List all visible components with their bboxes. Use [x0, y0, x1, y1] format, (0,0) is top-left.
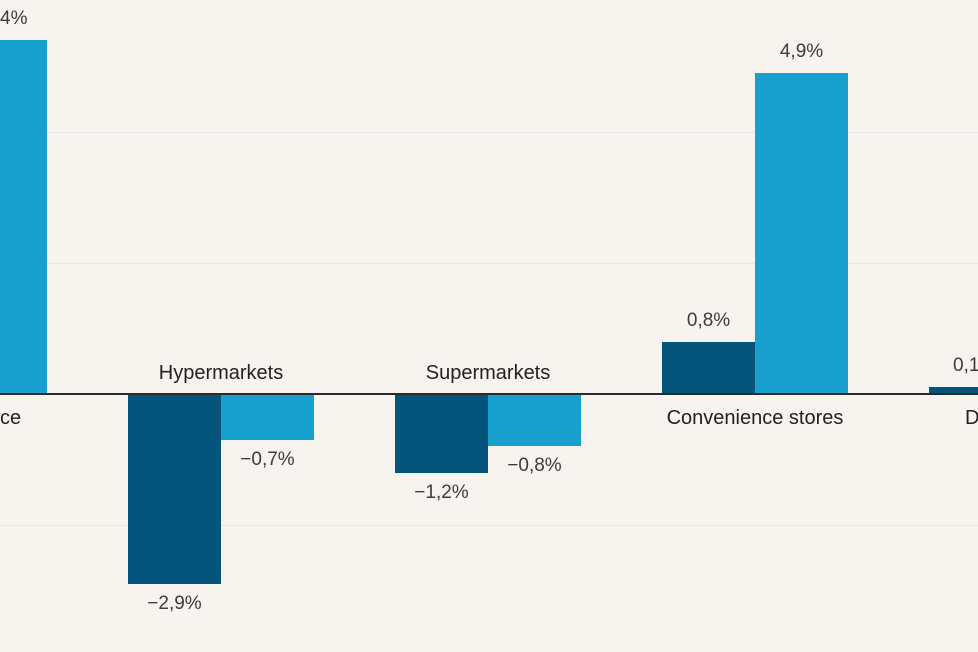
value-label: 0,1: [953, 355, 978, 376]
bar-light: [0, 40, 47, 394]
gridline: [0, 525, 978, 526]
value-label: −0,8%: [507, 455, 562, 476]
value-label: 4%: [0, 8, 28, 29]
category-label: Hypermarkets: [158, 362, 284, 384]
bar-dark: [395, 394, 488, 473]
bar-dark: [929, 387, 978, 394]
value-label: 4,9%: [779, 41, 824, 62]
bar-dark: [662, 342, 755, 394]
value-label: −2,9%: [147, 593, 202, 614]
bar-light: [755, 73, 848, 394]
gridline: [0, 132, 978, 133]
zero-axis-line: [0, 393, 978, 395]
value-label: 0,8%: [686, 310, 731, 331]
bar-light: [488, 394, 581, 446]
category-label: Convenience stores: [666, 407, 844, 429]
bar-dark: [128, 394, 221, 584]
bar-light: [221, 394, 314, 440]
category-label: ce: [0, 407, 22, 429]
gridline: [0, 263, 978, 264]
value-label: −1,2%: [414, 482, 469, 503]
category-label: Supermarkets: [425, 362, 551, 384]
value-label: −0,7%: [240, 449, 295, 470]
category-label: D: [965, 407, 978, 429]
